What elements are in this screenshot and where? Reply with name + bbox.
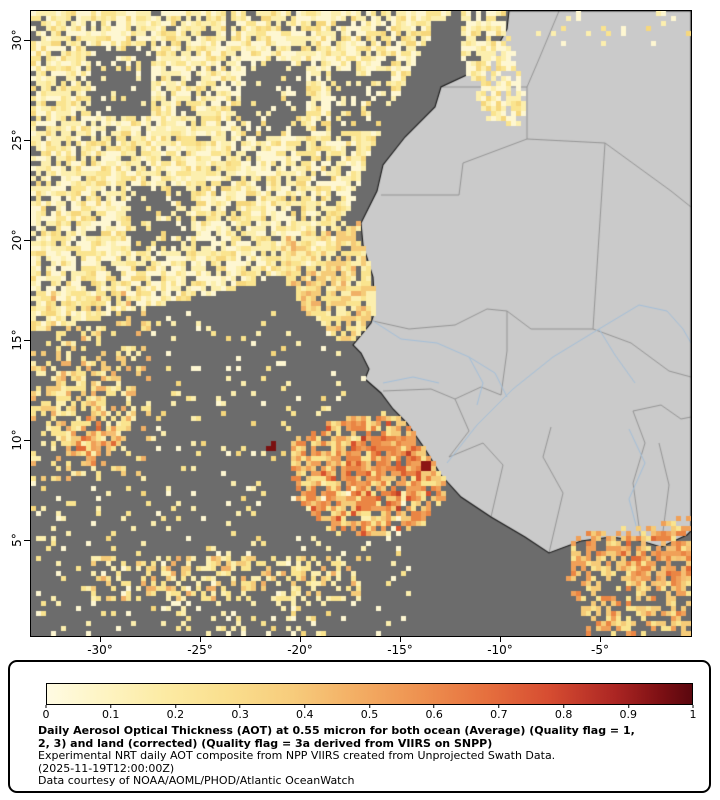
latitude-tick-label: 20° <box>10 229 24 251</box>
latitude-tick-label: 15° <box>10 329 24 351</box>
latitude-tick-label: 30° <box>10 29 24 51</box>
colorbar-tick-label: 0.3 <box>231 708 249 721</box>
colorbar-tick-label: 0 <box>42 708 50 721</box>
caption-subtitle: Experimental NRT daily AOT composite fro… <box>38 749 556 763</box>
longitude-tick-mark <box>600 637 601 642</box>
latitude-tick-label: 5° <box>10 533 24 547</box>
latitude-tick-mark <box>24 140 30 141</box>
colorbar-tick: 0.5 <box>360 705 379 721</box>
legend-panel: 0 0.1 0.2 0.3 0.4 0.5 0.6 0.7 0.8 0.9 1 Daily Aero… <box>8 660 711 793</box>
colorbar-tick-label: 0.9 <box>619 708 638 721</box>
colorbar-tick-mark <box>45 705 47 708</box>
longitude-tick-label: -5° <box>591 643 609 657</box>
colorbar-tick: 0.2 <box>166 705 185 721</box>
colorbar-tick-label: 0.8 <box>554 708 573 721</box>
colorbar-tick: 0.4 <box>296 705 314 720</box>
latitude-tick-mark <box>24 540 30 541</box>
caption-title-line2: 2, 3) and land (corrected) (Quality flag… <box>38 736 493 750</box>
colorbar-tick-mark <box>433 705 435 708</box>
colorbar-tick-mark <box>239 705 241 708</box>
longitude-tick-mark <box>300 637 301 642</box>
colorbar-tick-mark <box>498 705 500 708</box>
longitude-tick-mark <box>500 637 501 642</box>
caption-timestamp: (2025-11-19T12:00:00Z) <box>38 761 175 775</box>
colorbar-tick-label: 0.6 <box>425 708 443 721</box>
colorbar-tick-label: 0.4 <box>296 708 314 721</box>
colorbar-ticks: 0 0.1 0.2 0.3 0.4 0.5 0.6 0.7 0.8 0.9 1 <box>43 705 697 721</box>
longitude-tick-label: -10° <box>487 643 513 657</box>
colorbar-tick: 0.6 <box>425 705 443 720</box>
colorbar-tick-mark <box>304 705 306 708</box>
colorbar-tick-mark <box>369 705 370 708</box>
colorbar-tick: 1 <box>690 705 697 720</box>
colorbar-tick-label: 1 <box>689 708 697 721</box>
colorbar-tick: 0 <box>43 705 50 720</box>
latitude-tick-mark <box>24 40 30 41</box>
colorbar-tick-mark <box>563 705 565 708</box>
colorbar-tick: 0.8 <box>554 705 573 721</box>
colorbar-tick: 0.9 <box>619 705 638 721</box>
latitude-tick-mark <box>24 440 30 441</box>
colorbar-tick-mark <box>692 705 694 708</box>
caption: Daily Aerosol Optical Thickness (AOT) at… <box>38 724 695 788</box>
longitude-tick-mark <box>400 637 401 642</box>
longitude-tick-label: -15° <box>387 643 413 657</box>
caption-title-line1: Daily Aerosol Optical Thickness (AOT) at… <box>38 724 635 737</box>
colorbar-tick-label: 0.1 <box>101 708 120 721</box>
latitude-tick-mark <box>24 340 30 341</box>
longitude-tick-label: -30° <box>87 643 113 657</box>
colorbar-tick-mark <box>627 705 629 708</box>
colorbar-tick-label: 0.5 <box>360 708 379 721</box>
colorbar-tick: 0.3 <box>231 705 249 720</box>
colorbar-tick: 0.7 <box>490 705 508 720</box>
colorbar-tick-label: 0.2 <box>166 708 185 721</box>
longitude-tick-mark <box>100 637 101 642</box>
colorbar-tick-label: 0.7 <box>490 708 508 721</box>
map-canvas <box>30 10 692 637</box>
colorbar-tick-mark <box>110 705 112 708</box>
longitude-tick-mark <box>200 637 201 642</box>
longitude-tick-label: -25° <box>187 643 213 657</box>
latitude-tick-mark <box>24 240 30 241</box>
colorbar-tick: 0.1 <box>101 705 120 721</box>
caption-credit: Data courtesy of NOAA/AOML/PHOD/Atlantic… <box>38 774 355 788</box>
latitude-tick-label: 10° <box>10 429 24 451</box>
colorbar-tick-mark <box>174 705 176 708</box>
colorbar <box>46 683 693 705</box>
longitude-tick-label: -20° <box>287 643 313 657</box>
latitude-tick-label: 25° <box>10 129 24 151</box>
